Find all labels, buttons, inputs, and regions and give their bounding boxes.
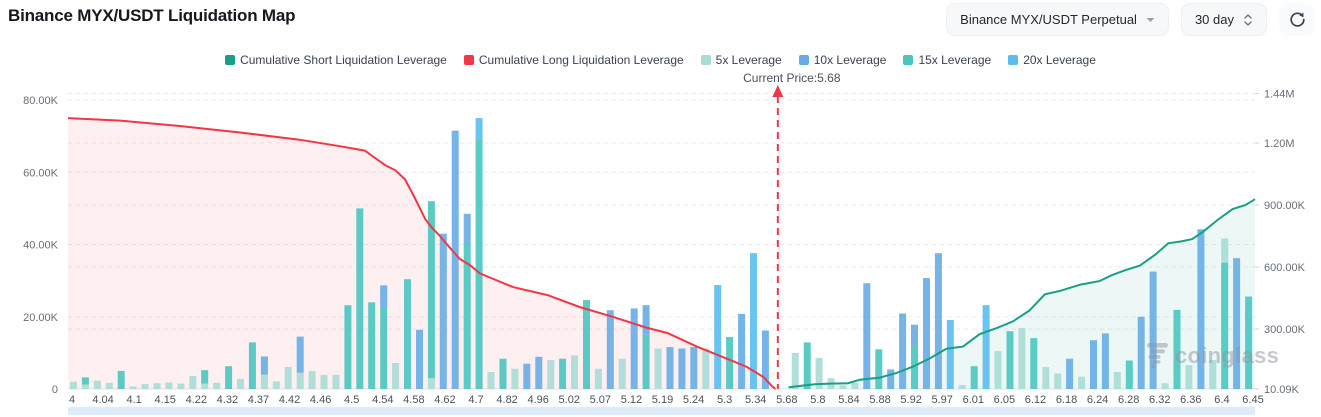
legend-label: 20x Leverage (1023, 53, 1096, 67)
svg-text:0: 0 (52, 384, 58, 396)
legend-label: 15x Leverage (918, 53, 992, 67)
svg-text:300.00K: 300.00K (1264, 324, 1306, 336)
svg-text:6.36: 6.36 (1180, 394, 1201, 406)
svg-text:4.1: 4.1 (127, 394, 142, 406)
legend-swatch (225, 55, 236, 65)
chevron-down-icon (1146, 17, 1155, 22)
legend-label: 10x Leverage (813, 53, 887, 67)
legend-swatch (700, 55, 711, 65)
coinglass-watermark-text: coinglass (1175, 343, 1280, 368)
svg-text:6.32: 6.32 (1149, 394, 1170, 406)
svg-text:1.44M: 1.44M (1264, 88, 1295, 100)
svg-text:4.54: 4.54 (372, 394, 393, 406)
svg-text:10.09K: 10.09K (1264, 384, 1300, 396)
svg-text:4.96: 4.96 (527, 394, 548, 406)
svg-text:5.19: 5.19 (652, 394, 673, 406)
svg-text:6.12: 6.12 (1025, 394, 1046, 406)
svg-text:60.00K: 60.00K (23, 167, 59, 179)
svg-text:4.7: 4.7 (468, 394, 483, 406)
legend-swatch (1008, 55, 1019, 65)
svg-text:4.46: 4.46 (310, 394, 331, 406)
range-selector-value: 30 day (1194, 12, 1234, 27)
page-title: Binance MYX/USDT Liquidation Map (8, 6, 296, 25)
svg-text:4.58: 4.58 (403, 394, 424, 406)
svg-text:5.3: 5.3 (717, 394, 732, 406)
svg-text:4.22: 4.22 (186, 394, 207, 406)
legend-item-15x-leverage[interactable]: 15x Leverage (903, 53, 991, 67)
svg-text:4.82: 4.82 (496, 394, 517, 406)
header-controls: Binance MYX/USDT Perpetual 30 day (946, 3, 1315, 36)
svg-text:5.34: 5.34 (745, 394, 766, 406)
svg-text:1.20M: 1.20M (1264, 138, 1295, 150)
svg-text:4.04: 4.04 (92, 394, 113, 406)
svg-text:6.45: 6.45 (1242, 394, 1263, 406)
svg-text:600.00K: 600.00K (1264, 262, 1306, 274)
svg-text:20.00K: 20.00K (23, 312, 59, 324)
legend-swatch (903, 55, 914, 65)
svg-text:4.37: 4.37 (248, 394, 269, 406)
legend-label: Cumulative Long Liquidation Leverage (478, 53, 684, 67)
updown-carets-icon (1244, 13, 1252, 26)
svg-text:5.92: 5.92 (900, 394, 921, 406)
svg-text:5.07: 5.07 (590, 394, 611, 406)
svg-text:5.68: 5.68 (776, 394, 797, 406)
chart-scrollbar[interactable] (68, 407, 1255, 415)
svg-text:6.28: 6.28 (1118, 394, 1139, 406)
range-selector[interactable]: 30 day (1180, 3, 1267, 36)
svg-text:5.02: 5.02 (559, 394, 580, 406)
svg-text:900.00K: 900.00K (1264, 200, 1306, 212)
svg-text:5.12: 5.12 (621, 394, 642, 406)
legend-item-cumulative-short-liquidation-leverage[interactable]: Cumulative Short Liquidation Leverage (225, 53, 447, 67)
refresh-icon (1289, 12, 1305, 27)
pair-selector-value: Binance MYX/USDT Perpetual (960, 12, 1137, 27)
svg-text:6.05: 6.05 (994, 394, 1015, 406)
coinglass-logo-icon (1147, 343, 1168, 368)
legend-item-20x-leverage[interactable]: 20x Leverage (1008, 53, 1096, 67)
svg-text:6.4: 6.4 (1214, 394, 1229, 406)
legend-item-cumulative-long-liquidation-leverage[interactable]: Cumulative Long Liquidation Leverage (463, 53, 684, 67)
svg-text:5.97: 5.97 (931, 394, 952, 406)
refresh-button[interactable] (1279, 3, 1315, 36)
svg-text:4.42: 4.42 (279, 394, 300, 406)
svg-text:4.32: 4.32 (217, 394, 238, 406)
svg-text:4.5: 4.5 (344, 394, 359, 406)
svg-text:5.88: 5.88 (869, 394, 890, 406)
svg-text:5.84: 5.84 (838, 394, 859, 406)
svg-text:6.24: 6.24 (1087, 394, 1108, 406)
svg-text:4.62: 4.62 (434, 394, 455, 406)
svg-text:6.01: 6.01 (963, 394, 984, 406)
legend-swatch (798, 55, 809, 65)
legend-label: 5x Leverage (715, 53, 782, 67)
svg-text:6.18: 6.18 (1056, 394, 1077, 406)
svg-text:40.00K: 40.00K (23, 240, 59, 252)
coinglass-watermark: coinglass (1146, 342, 1279, 370)
legend-item-10x-leverage[interactable]: 10x Leverage (798, 53, 887, 67)
legend-swatch (463, 55, 474, 65)
svg-text:80.00K: 80.00K (23, 95, 59, 107)
chart-legend: Cumulative Short Liquidation Leverage Cum… (0, 53, 1321, 67)
svg-text:5.8: 5.8 (810, 394, 825, 406)
svg-text:5.24: 5.24 (683, 394, 704, 406)
pair-selector[interactable]: Binance MYX/USDT Perpetual (946, 3, 1169, 36)
svg-text:4: 4 (69, 394, 75, 406)
svg-text:4.15: 4.15 (155, 394, 176, 406)
legend-item-5x-leverage[interactable]: 5x Leverage (700, 53, 782, 67)
legend-label: Cumulative Short Liquidation Leverage (240, 53, 447, 67)
current-price-label: Current Price:5.68 (743, 71, 841, 85)
